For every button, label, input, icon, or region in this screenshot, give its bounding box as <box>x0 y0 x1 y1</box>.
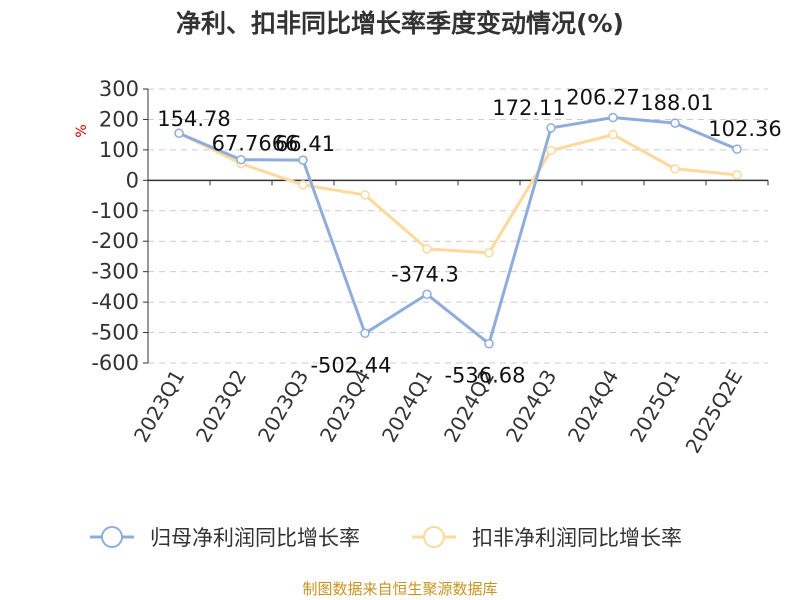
series-lines <box>174 112 742 349</box>
series-2-point <box>608 129 618 140</box>
series-1-point <box>298 155 308 165</box>
data-label: -374.3 <box>391 262 459 286</box>
series-1-point <box>732 144 742 154</box>
y-tick-label: -200 <box>91 229 139 253</box>
series-2-point <box>732 170 742 180</box>
data-label: 206.27 <box>566 86 639 110</box>
x-tick-label: 2025Q2E <box>681 366 748 458</box>
x-tick-label: 2023Q4 <box>315 366 375 447</box>
source-note: 制图数据来自恒生聚源数据库 <box>302 580 497 598</box>
series-line-2 <box>178 131 738 255</box>
series-2-point <box>484 248 494 258</box>
grid-lines <box>148 88 768 364</box>
legend-marker <box>423 526 445 548</box>
data-label: 172.11 <box>492 96 565 120</box>
y-tick-label: -400 <box>91 290 139 314</box>
x-tick-label: 2024Q1 <box>377 366 437 447</box>
x-tick-label: 2023Q1 <box>129 366 189 447</box>
legend-marker <box>101 526 123 548</box>
legend[interactable]: 归母净利润同比增长率 扣非净利润同比增长率 <box>90 526 682 550</box>
y-tick-label: 200 <box>99 107 139 131</box>
x-tick-label: 2023Q2 <box>191 366 251 447</box>
y-tick-label: 0 <box>126 168 139 192</box>
series-1-point <box>546 123 556 133</box>
series-1-point <box>360 328 370 339</box>
series-2-point <box>546 145 556 156</box>
chart-title: 净利、扣非同比增长率季度变动情况(%) <box>176 9 624 38</box>
series-2-point <box>422 244 432 254</box>
legend-item-1[interactable]: 归母净利润同比增长率 <box>90 526 360 550</box>
series-1-point <box>174 128 184 138</box>
series-1-point <box>484 338 494 349</box>
legend-label: 扣非净利润同比增长率 <box>472 526 682 550</box>
data-label: 66.41 <box>275 132 335 156</box>
y-axis-unit-label: % <box>74 124 90 137</box>
data-label: -536.68 <box>444 364 525 388</box>
y-tick-label: -600 <box>91 351 139 375</box>
y-tick-label: -300 <box>91 260 139 284</box>
series-1-point <box>670 118 680 128</box>
legend-label: 归母净利润同比增长率 <box>150 526 360 550</box>
data-label: 67.7666 <box>212 132 299 156</box>
y-tick-label: 100 <box>99 138 139 162</box>
x-tick-label: 2023Q3 <box>253 366 313 447</box>
data-label: 154.78 <box>157 107 230 131</box>
data-label: 188.01 <box>640 91 713 115</box>
y-tick-label: -500 <box>91 321 139 345</box>
series-2-point <box>298 180 308 190</box>
series-2-point <box>360 190 370 200</box>
y-tick-label: -100 <box>91 199 139 223</box>
x-tick-label: 2024Q4 <box>563 366 623 447</box>
series-1-point <box>608 112 618 123</box>
series-1-point <box>422 289 432 300</box>
data-label: -502.44 <box>310 353 391 377</box>
legend-item-2[interactable]: 扣非净利润同比增长率 <box>412 526 682 550</box>
series-line-1 <box>178 116 738 346</box>
data-label: 102.36 <box>708 117 781 141</box>
y-tick-label: 300 <box>99 77 139 101</box>
series-1-point <box>236 154 246 165</box>
series-2-point <box>670 164 680 174</box>
x-tick-label: 2025Q1 <box>625 366 685 447</box>
